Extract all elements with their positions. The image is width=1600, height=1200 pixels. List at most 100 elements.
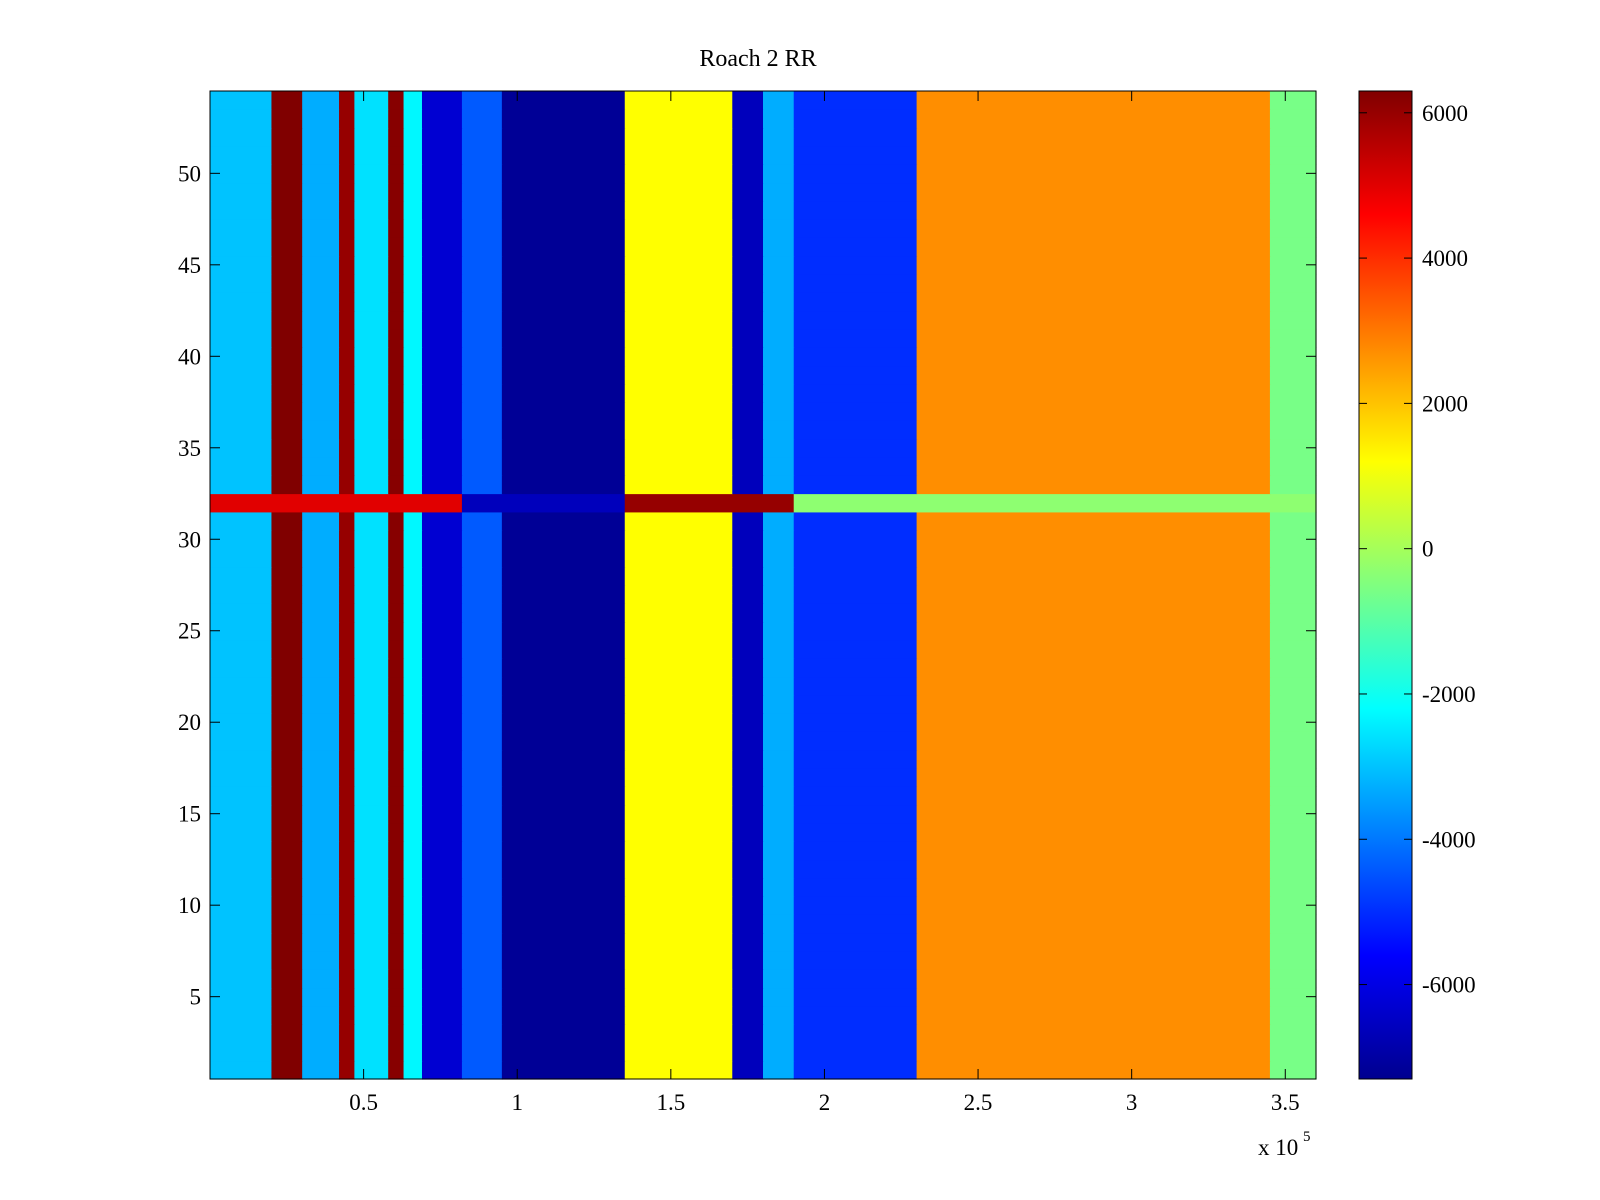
- heat-cell-row6-seg3: [339, 969, 355, 989]
- heat-cell-row46-seg2: [302, 237, 340, 257]
- heat-cell-row24-seg15: [1269, 639, 1317, 659]
- heat-cell-row51-seg7: [421, 145, 463, 165]
- heat-cell-row26-seg7: [421, 603, 463, 623]
- heat-cell-row3-seg6: [403, 1024, 423, 1044]
- heat-cell-row39-seg3: [339, 365, 355, 385]
- heat-cell-row48-seg9: [501, 200, 626, 220]
- heat-cell-row7-seg11: [732, 950, 764, 970]
- heat-cell-row2-seg12: [763, 1042, 795, 1062]
- heat-cell-row17-seg2: [302, 767, 340, 787]
- heat-cell-row21-seg11: [732, 694, 764, 714]
- heat-cell-row6-seg13: [793, 969, 918, 989]
- heat-cell-row18-seg8: [461, 749, 503, 769]
- heat-cell-row26-seg2: [302, 603, 340, 623]
- heat-cell-row53-seg7: [421, 109, 463, 129]
- heat-cell-row44-seg11: [732, 273, 764, 293]
- heat-cell-row10-seg4: [354, 896, 389, 915]
- heat-cell-row46-seg9: [501, 237, 626, 257]
- heat-cell-row46-seg10: [624, 237, 733, 257]
- heat-cell-row8-seg10: [624, 932, 733, 952]
- heat-cell-row5-seg1: [271, 987, 303, 1007]
- heat-cell-row22-seg15: [1269, 676, 1317, 696]
- heat-cell-row45-seg9: [501, 255, 626, 275]
- heat-cell-row34-seg5: [388, 456, 405, 476]
- heat-cell-row30-seg12: [763, 530, 795, 550]
- heat-cell-row42-seg0: [210, 310, 273, 330]
- heat-cell-row50-seg4: [354, 164, 389, 184]
- heat-cell-row4-seg10: [624, 1005, 733, 1025]
- heat-cell-row31-seg13: [793, 511, 918, 531]
- heat-cell-row15-seg0: [210, 804, 273, 824]
- heat-cell-row12-seg10: [624, 859, 733, 879]
- heat-cell-row54-seg0: [210, 91, 273, 110]
- heat-cell-row35-seg7: [421, 438, 463, 458]
- heat-cell-row27-seg2: [302, 585, 340, 604]
- heat-cell-row40-seg1: [271, 347, 303, 367]
- heat-cell-row10-seg3: [339, 896, 355, 915]
- heat-cell-row25-seg14: [916, 621, 1271, 641]
- heat-cell-row46-seg7: [421, 237, 463, 257]
- heat-cell-row10-seg14: [916, 896, 1271, 915]
- heat-cell-row37-seg1: [271, 402, 303, 421]
- heat-cell-row42-seg15: [1269, 310, 1317, 330]
- heat-cell-row47-seg4: [354, 219, 389, 238]
- heat-cell-row44-seg4: [354, 273, 389, 293]
- heat-cell-row44-seg12: [763, 273, 795, 293]
- heat-cell-row22-seg10: [624, 676, 733, 696]
- heat-cell-row49-seg2: [302, 182, 340, 202]
- y-tick-label-1: 10: [178, 893, 201, 918]
- heat-cell-row27-seg15: [1269, 585, 1317, 604]
- heat-cell-row37-seg8: [461, 402, 503, 421]
- heat-cell-row45-seg3: [339, 255, 355, 275]
- heat-cell-row36-seg15: [1269, 420, 1317, 440]
- heat-cell-row9-seg1: [271, 914, 303, 934]
- heat-cell-row46-seg1: [271, 237, 303, 257]
- heat-cell-row50-seg12: [763, 164, 795, 184]
- heat-cell-row20-seg7: [421, 713, 463, 732]
- heat-cell-row53-seg4: [354, 109, 389, 129]
- heat-cell-row16-seg8: [461, 786, 503, 806]
- heat-cell-row41-seg15: [1269, 328, 1317, 348]
- x-tick-label-5: 3: [1126, 1090, 1138, 1115]
- heat-cell-row17-seg5: [388, 767, 405, 787]
- heat-cell-row23-seg8: [461, 658, 503, 678]
- heat-cell-row41-seg0: [210, 328, 273, 348]
- heat-cell-row39-seg5: [388, 365, 405, 385]
- heat-cell-row20-seg13: [793, 713, 918, 732]
- heat-cell-row6-seg15: [1269, 969, 1317, 989]
- heat-cell-row30-seg14: [916, 530, 1271, 550]
- heat-cell-row21-seg5: [388, 694, 405, 714]
- heat-cell-row19-seg4: [354, 731, 389, 751]
- heat-cell-row41-seg10: [624, 328, 733, 348]
- heat-cell-row5-seg2: [302, 987, 340, 1007]
- heat-cell-row6-seg11: [732, 969, 764, 989]
- heat-cell-row12-seg2: [302, 859, 340, 879]
- colorbar: -6000 -4000 -2000 0 2000 4000 6000: [1358, 90, 1476, 1080]
- heat-cell-row28-seg13: [793, 566, 918, 586]
- heat-cell-row42-seg11: [732, 310, 764, 330]
- heat-cell-row9-seg9: [501, 914, 626, 934]
- heat-cell-row12-seg14: [916, 859, 1271, 879]
- heat-cell-row28-seg9: [501, 566, 626, 586]
- heat-cell-row54-seg1: [271, 91, 303, 110]
- heat-cell-row49-seg12: [763, 182, 795, 202]
- heat-cell-row26-seg8: [461, 603, 503, 623]
- heat-cell-row35-seg12: [763, 438, 795, 458]
- heat-cell-row40-seg6: [403, 347, 423, 367]
- heat-cell-row17-seg10: [624, 767, 733, 787]
- heat-cell-row9-seg11: [732, 914, 764, 934]
- heat-cell-row53-seg6: [403, 109, 423, 129]
- heat-cell-row19-seg7: [421, 731, 463, 751]
- heat-cell-row12-seg4: [354, 859, 389, 879]
- heat-cell-row21-seg0: [210, 694, 273, 714]
- y-tick-label-0: 5: [190, 985, 202, 1010]
- heat-cell-row32-seg1: [461, 493, 626, 513]
- heat-cell-row10-seg1: [271, 896, 303, 915]
- heat-cell-row12-seg8: [461, 859, 503, 879]
- heat-cell-row42-seg3: [339, 310, 355, 330]
- heatmap-plot-area: [209, 90, 1317, 1080]
- heat-cell-row51-seg10: [624, 145, 733, 165]
- heat-cell-row23-seg12: [763, 658, 795, 678]
- heat-cell-row23-seg15: [1269, 658, 1317, 678]
- heat-cell-row26-seg3: [339, 603, 355, 623]
